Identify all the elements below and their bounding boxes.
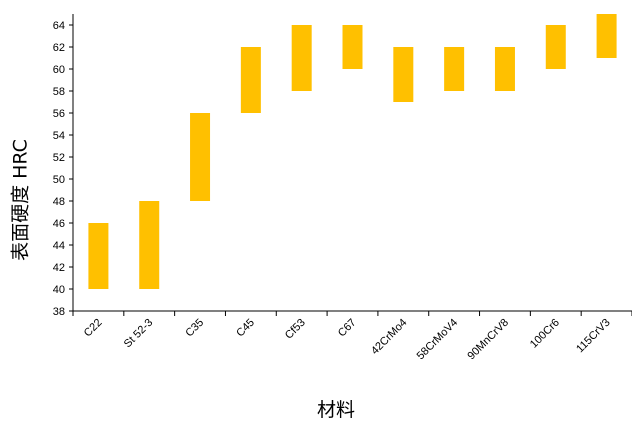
x-axis-title: 材料 <box>317 399 355 421</box>
y-axis-title: 表面硬度 HRC <box>10 139 32 261</box>
chart-axes <box>72 14 632 312</box>
y-tick-label: 42 <box>53 262 65 274</box>
x-tick-label: C67 <box>336 317 359 340</box>
y-tick-label: 38 <box>53 306 65 318</box>
range-bar <box>190 113 211 201</box>
x-tick-label: 115CrV3 <box>574 317 613 356</box>
range-bar <box>545 25 566 69</box>
x-tick-label: 90MnCrV8 <box>465 317 511 363</box>
x-tick-label: 58CrMoV4 <box>415 317 461 363</box>
y-tick-label: 44 <box>53 240 65 252</box>
y-tick-label: 46 <box>53 218 65 230</box>
range-bar <box>342 25 363 69</box>
range-bar <box>393 47 414 102</box>
y-tick-label: 50 <box>53 174 65 186</box>
range-bar <box>444 47 465 91</box>
y-tick-label: 56 <box>53 108 65 120</box>
range-bar <box>291 25 312 91</box>
x-tick-label: 100Cr6 <box>528 317 562 351</box>
x-ticks: C22 St 52-3 C35 C45 Cf53 C67 42CrMo4 58CrMoV4 90… <box>72 311 632 363</box>
range-bar <box>139 201 160 289</box>
x-tick-label: 42CrMo4 <box>369 317 409 357</box>
y-tick-label: 62 <box>53 42 65 54</box>
y-tick-label: 40 <box>53 284 65 296</box>
y-ticks: 38 40 42 44 46 48 50 52 54 56 58 60 62 64 <box>53 20 73 318</box>
y-tick-label: 48 <box>53 196 65 208</box>
range-bar <box>88 223 109 289</box>
x-tick-label: C22 <box>82 317 105 340</box>
y-tick-label: 64 <box>53 20 65 32</box>
y-tick-label: 58 <box>53 86 65 98</box>
y-tick-label: 52 <box>53 152 65 164</box>
range-bars <box>88 14 617 289</box>
x-tick-label: St 52-3 <box>122 317 156 351</box>
range-bar <box>240 47 261 113</box>
x-tick-label: Cf53 <box>283 317 308 342</box>
y-tick-label: 54 <box>53 130 65 142</box>
range-bar <box>596 14 617 58</box>
x-tick-label: C35 <box>183 317 206 340</box>
x-tick-label: C45 <box>234 317 257 340</box>
range-bar <box>494 47 515 91</box>
y-tick-label: 60 <box>53 64 65 76</box>
